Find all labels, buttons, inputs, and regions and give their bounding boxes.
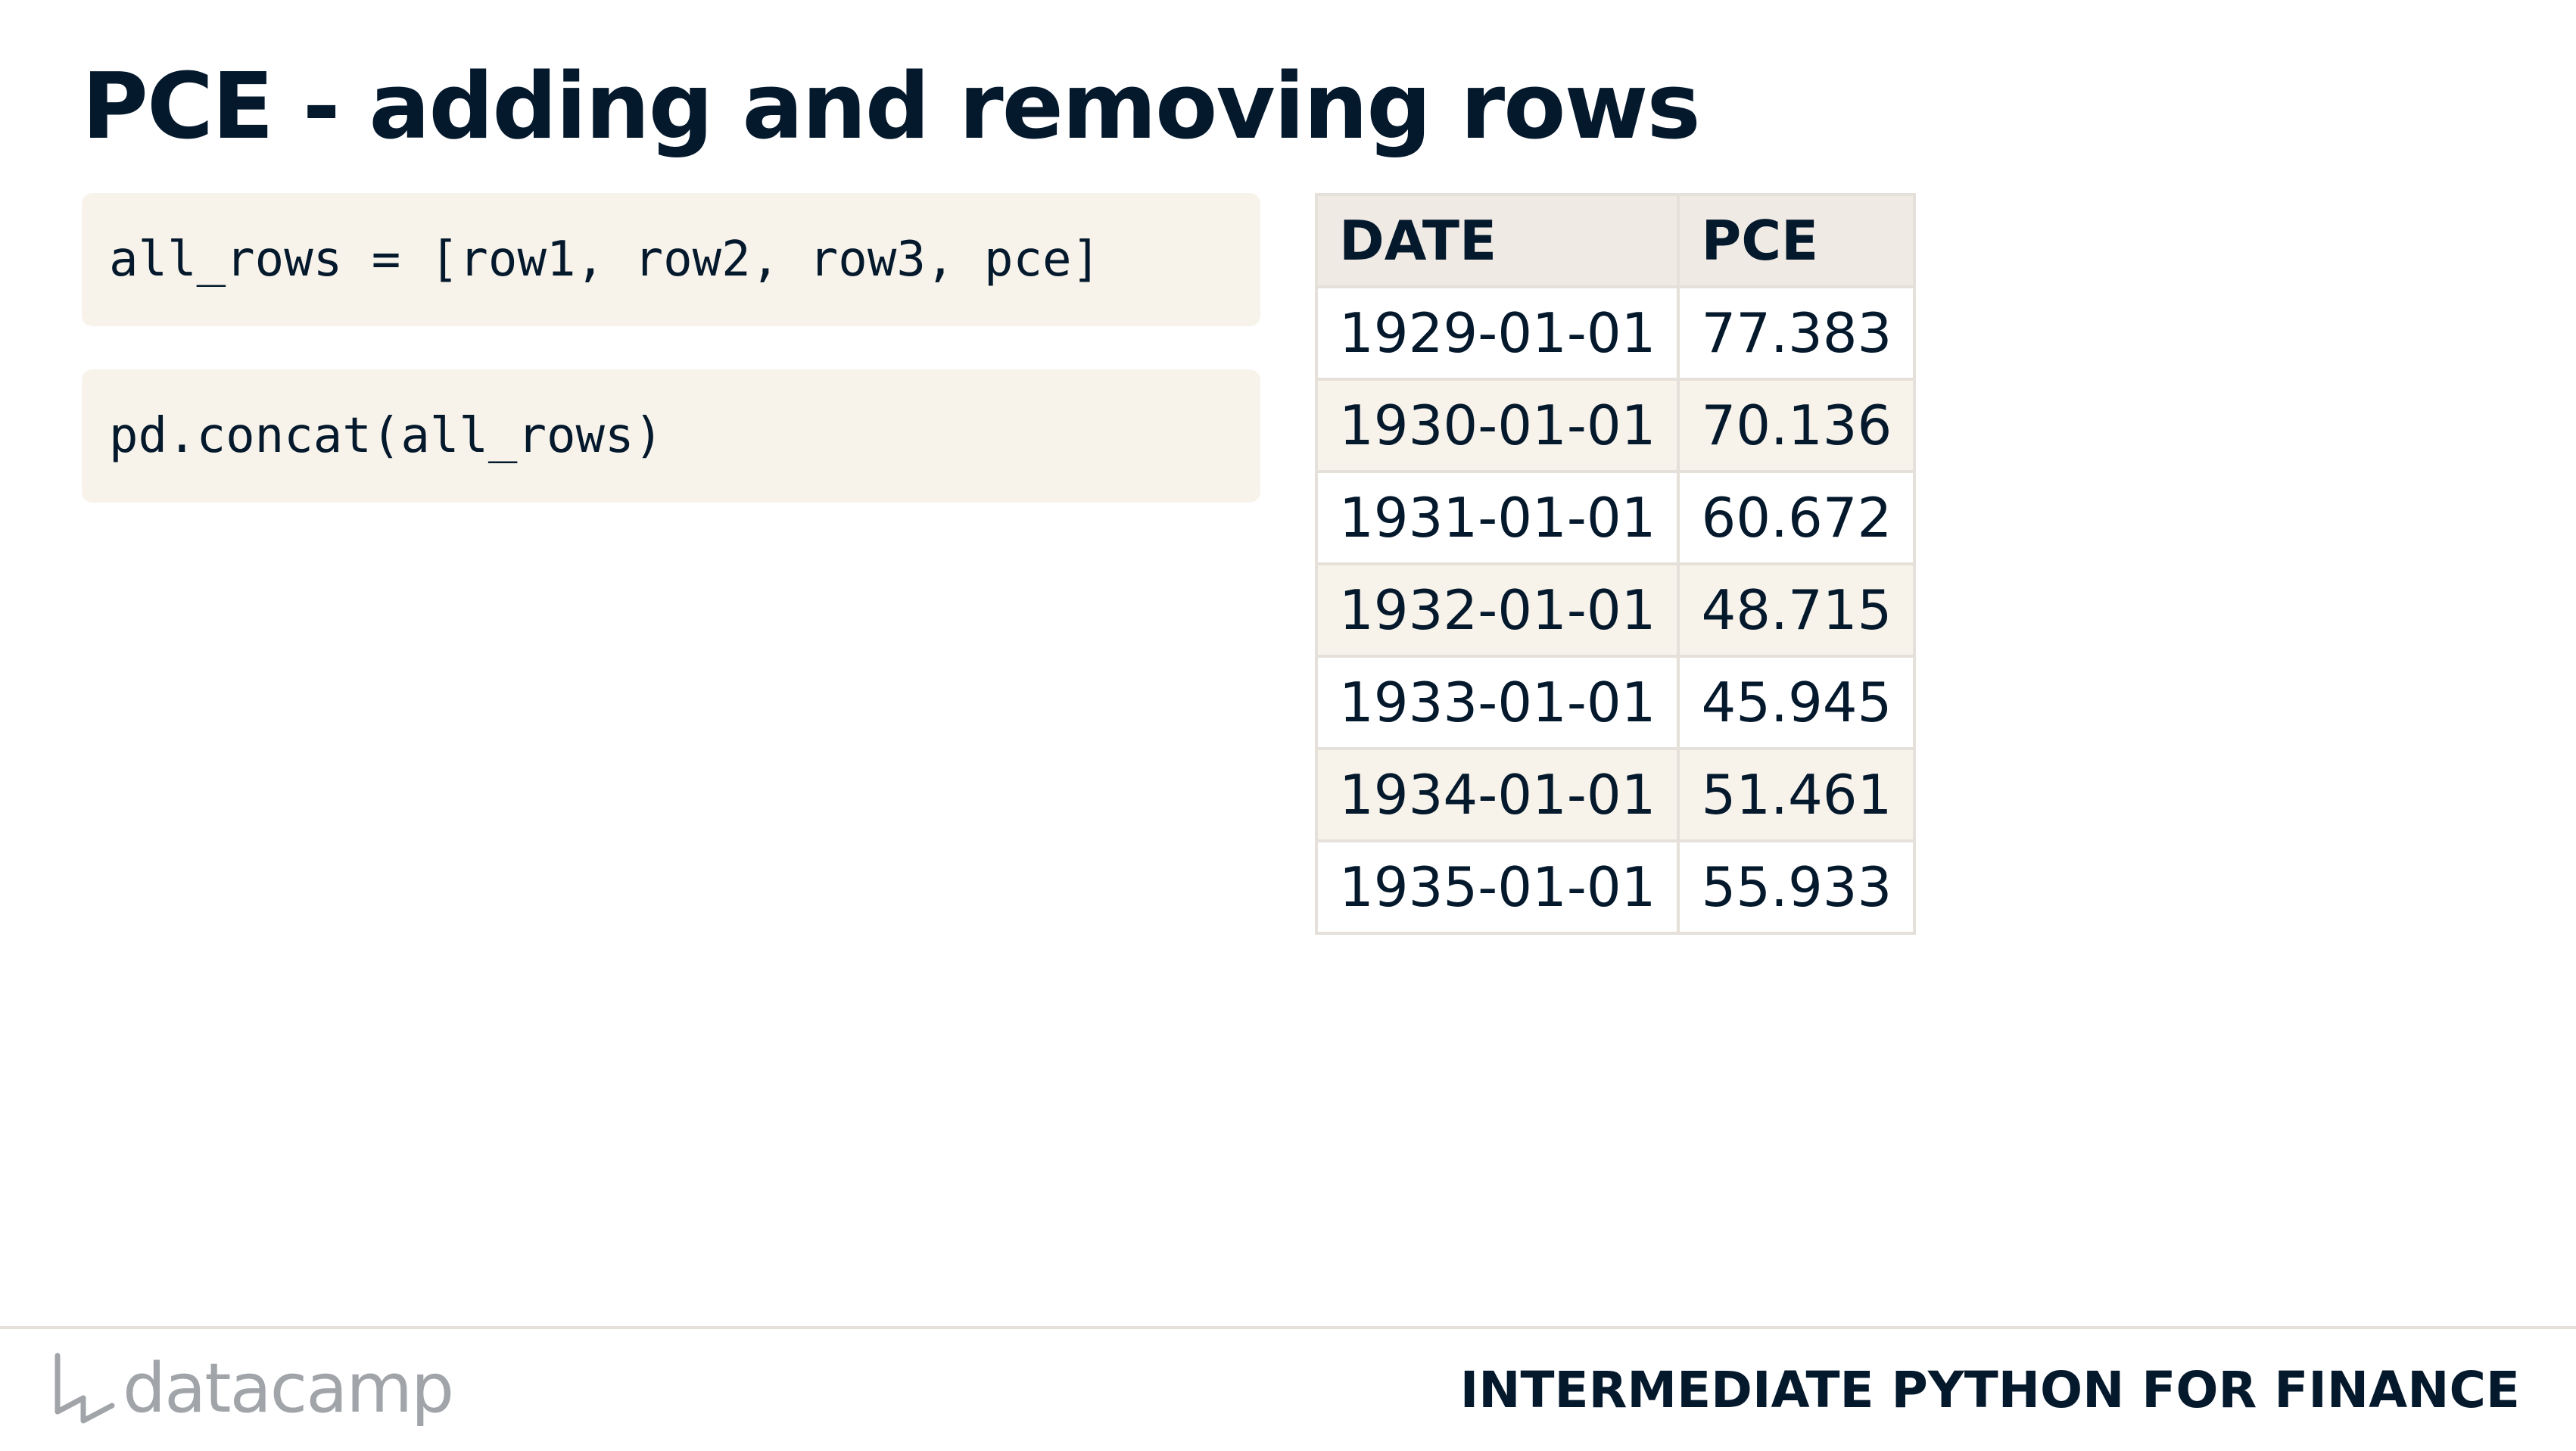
date-cell: 1930-01-01 xyxy=(1314,378,1680,473)
slide-title: PCE - adding and removing rows xyxy=(82,54,1701,160)
table-row: 1931-01-01 60.672 xyxy=(1314,470,1917,565)
table-header-row: DATE PCE xyxy=(1314,193,1917,288)
code-block-concat: pd.concat(all_rows) xyxy=(82,369,1260,503)
course-title: INTERMEDIATE PYTHON FOR FINANCE xyxy=(1459,1361,2520,1419)
pce-cell: 70.136 xyxy=(1677,378,1917,473)
pce-cell: 60.672 xyxy=(1677,470,1917,565)
logo-text: datacamp xyxy=(123,1349,454,1428)
date-cell: 1933-01-01 xyxy=(1314,655,1680,750)
pce-cell: 55.933 xyxy=(1677,839,1917,935)
column-header-pce: PCE xyxy=(1677,193,1917,288)
pce-cell: 51.461 xyxy=(1677,747,1917,842)
table-row: 1930-01-01 70.136 xyxy=(1314,378,1917,473)
table-row: 1929-01-01 77.383 xyxy=(1314,285,1917,381)
date-cell: 1935-01-01 xyxy=(1314,839,1680,935)
table-row: 1932-01-01 48.715 xyxy=(1314,562,1917,658)
datacamp-logo-icon xyxy=(55,1353,115,1424)
code-block-all-rows: all_rows = [row1, row2, row3, pce] xyxy=(82,193,1260,326)
pce-data-table: DATE PCE 1929-01-01 77.383 1930-01-01 70… xyxy=(1314,193,1917,935)
column-header-date: DATE xyxy=(1314,193,1680,288)
date-cell: 1931-01-01 xyxy=(1314,470,1680,565)
table-row: 1935-01-01 55.933 xyxy=(1314,839,1917,935)
table-row: 1933-01-01 45.945 xyxy=(1314,655,1917,750)
datacamp-logo: datacamp xyxy=(51,1349,454,1428)
date-cell: 1934-01-01 xyxy=(1314,747,1680,842)
pce-cell: 48.715 xyxy=(1677,562,1917,658)
date-cell: 1929-01-01 xyxy=(1314,285,1680,381)
code-line: all_rows = [row1, row2, row3, pce] xyxy=(109,232,1101,288)
pce-cell: 45.945 xyxy=(1677,655,1917,750)
pce-cell: 77.383 xyxy=(1677,285,1917,381)
date-cell: 1932-01-01 xyxy=(1314,562,1680,658)
footer-divider xyxy=(0,1326,2576,1329)
table-row: 1934-01-01 51.461 xyxy=(1314,747,1917,842)
code-line: pd.concat(all_rows) xyxy=(109,408,664,464)
